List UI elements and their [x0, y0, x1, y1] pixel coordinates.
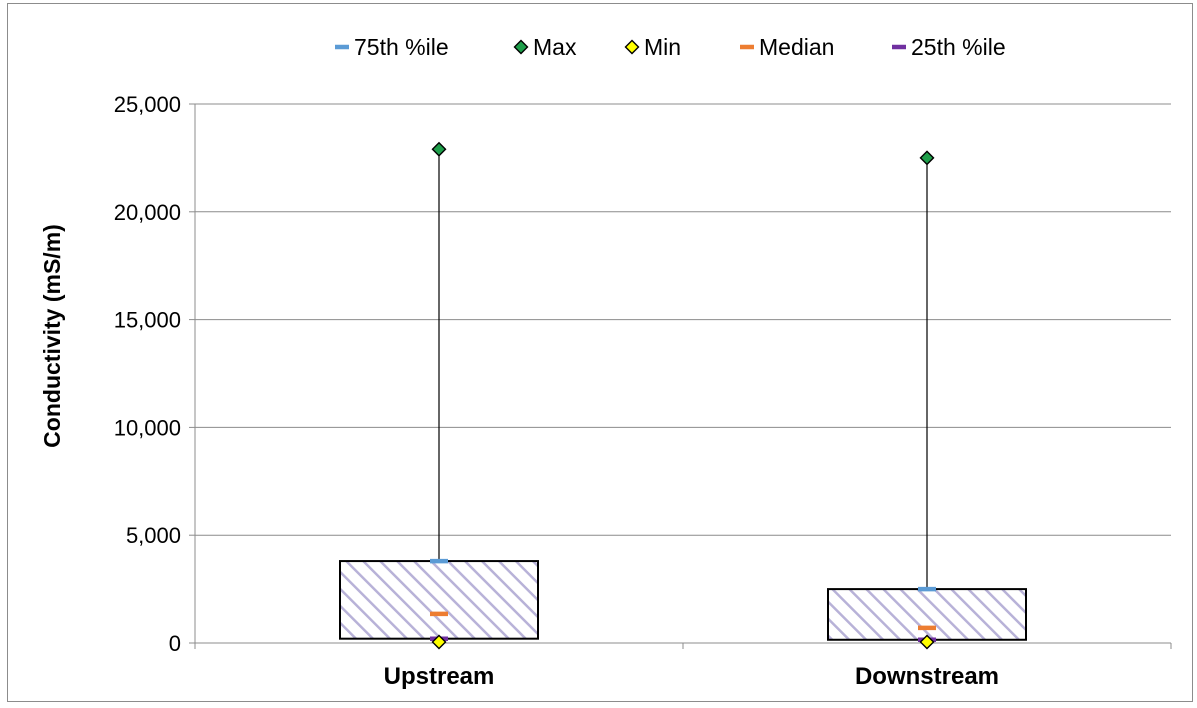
y-tick-label: 5,000	[126, 523, 181, 548]
x-tick-label: Upstream	[384, 663, 495, 690]
chart-frame: 0 5,000 10,000 15,000 20,000 25,000 Upstream Do…	[7, 3, 1193, 702]
x-tick-label: Downstream	[855, 663, 999, 690]
y-tick-label: 0	[169, 631, 181, 656]
box-interquartile	[827, 588, 1027, 641]
legend-label: Max	[533, 34, 577, 60]
marker-max	[919, 150, 935, 166]
legend-label: Median	[759, 34, 834, 60]
box-interquartile	[339, 560, 539, 640]
y-tick-label: 20,000	[114, 200, 181, 225]
marker-min	[919, 634, 935, 650]
legend-label: 75th %ile	[354, 34, 449, 60]
y-tick-label: 15,000	[114, 308, 181, 333]
legend-label: 25th %ile	[911, 34, 1006, 60]
boxes	[339, 149, 1027, 641]
legend-label: Min	[644, 34, 681, 60]
gridlines	[195, 103, 1171, 536]
marker-min	[431, 634, 447, 650]
y-tick-label: 10,000	[114, 415, 181, 440]
legend-marker	[624, 39, 640, 55]
legend-marker	[513, 39, 529, 55]
y-axis-label: Conductivity (mS/m)	[39, 224, 65, 448]
box-plot-chart: 0 5,000 10,000 15,000 20,000 25,000 Upstream Do…	[39, 34, 1172, 690]
markers	[430, 141, 936, 650]
axes: 0 5,000 10,000 15,000 20,000 25,000 Upstream Do…	[114, 92, 1172, 690]
legend: 75th %ile Max Min Median 25th %ile	[335, 34, 1006, 60]
y-tick-label: 25,000	[114, 92, 181, 117]
marker-max	[431, 141, 447, 157]
